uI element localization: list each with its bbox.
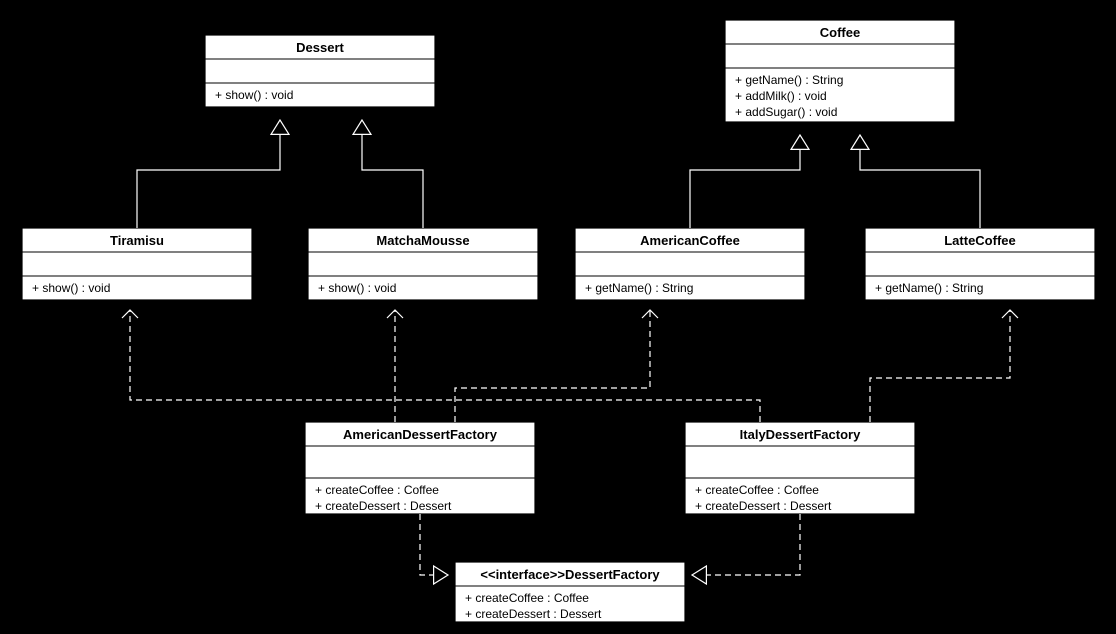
class-americancoffee: AmericanCoffee + getName() : String [575,228,805,300]
edge-americanfactory-americancoffee [455,310,650,422]
class-title-italydessertfactory: ItalyDessertFactory [740,427,861,442]
class-title-matchamousse: MatchaMousse [376,233,469,248]
method-americandessertfactory-0: + createCoffee : Coffee [315,483,439,497]
class-italydessertfactory: ItalyDessertFactory + createCoffee : Coff… [685,422,915,514]
edge-tiramisu-dessert [137,134,280,228]
method-dessert-0: + show() : void [215,88,293,102]
method-italydessertfactory-1: + createDessert : Dessert [695,499,832,513]
class-title-dessertfactory: <<interface>>DessertFactory [480,567,660,582]
method-matchamousse-0: + show() : void [318,281,396,295]
class-lattecoffee: LatteCoffee + getName() : String [865,228,1095,300]
method-coffee-1: + addMilk() : void [735,89,827,103]
class-title-tiramisu: Tiramisu [110,233,164,248]
class-title-americandessertfactory: AmericanDessertFactory [343,427,498,442]
method-dessertfactory-0: + createCoffee : Coffee [465,591,589,605]
edge-italyfactory-tiramisu [130,310,760,422]
edge-lattecoffee-coffee [860,149,980,228]
method-dessertfactory-1: + createDessert : Dessert [465,607,602,621]
method-lattecoffee-0: + getName() : String [875,281,983,295]
class-title-americancoffee: AmericanCoffee [640,233,740,248]
method-coffee-0: + getName() : String [735,73,843,87]
class-americandessertfactory: AmericanDessertFactory + createCoffee : C… [305,422,535,514]
class-dessertfactory: <<interface>>DessertFactory + createCoffe… [455,562,685,622]
edge-americancoffee-coffee [690,149,800,228]
method-coffee-2: + addSugar() : void [735,105,837,119]
method-italydessertfactory-0: + createCoffee : Coffee [695,483,819,497]
uml-diagram: Dessert + show() : void Coffee + getName() … [0,0,1116,634]
class-title-dessert: Dessert [296,40,344,55]
class-title-lattecoffee: LatteCoffee [944,233,1016,248]
class-tiramisu: Tiramisu + show() : void [22,228,252,300]
class-dessert: Dessert + show() : void [205,35,435,107]
edge-italyfactory-interface [706,514,800,575]
class-title-coffee: Coffee [820,25,860,40]
method-americancoffee-0: + getName() : String [585,281,693,295]
class-matchamousse: MatchaMousse + show() : void [308,228,538,300]
edge-americanfactory-interface [420,514,434,575]
edge-italyfactory-lattecoffee [870,310,1010,422]
method-tiramisu-0: + show() : void [32,281,110,295]
class-coffee: Coffee + getName() : String + addMilk() : … [725,20,955,122]
method-americandessertfactory-1: + createDessert : Dessert [315,499,452,513]
edge-matchamousse-dessert [362,134,423,228]
